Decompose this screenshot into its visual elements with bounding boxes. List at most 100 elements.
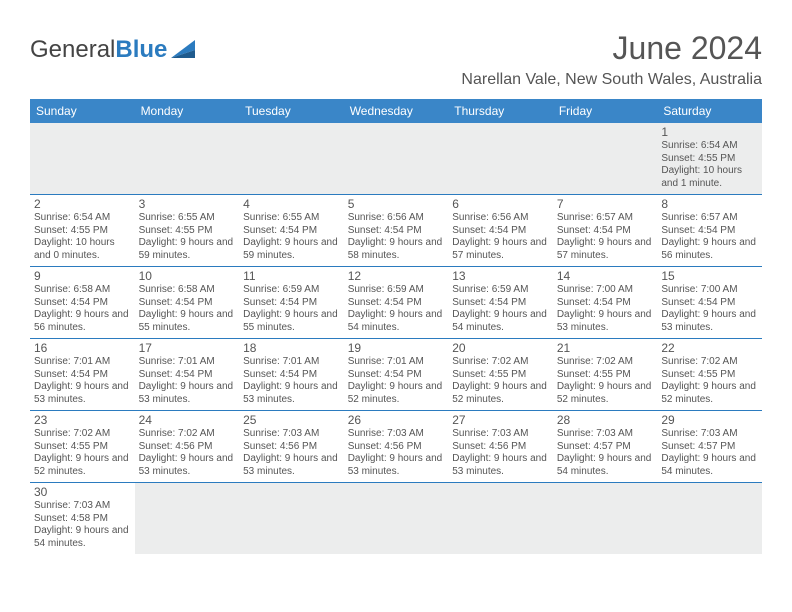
calendar-body: 1Sunrise: 6:54 AMSunset: 4:55 PMDaylight… — [30, 123, 762, 554]
day-cell: 5Sunrise: 6:56 AMSunset: 4:54 PMDaylight… — [344, 195, 449, 267]
brand-part1: General — [30, 36, 115, 64]
daylight-line: Daylight: 9 hours and 55 minutes. — [243, 309, 340, 334]
sunset-line: Sunset: 4:54 PM — [243, 369, 340, 382]
daylight-line: Daylight: 9 hours and 56 minutes. — [661, 237, 758, 262]
sunset-line: Sunset: 4:54 PM — [661, 225, 758, 238]
sunset-line: Sunset: 4:55 PM — [34, 225, 131, 238]
sunrise-line: Sunrise: 7:03 AM — [243, 428, 340, 441]
day-number: 11 — [243, 269, 340, 283]
day-number: 21 — [557, 341, 654, 355]
location-subtitle: Narellan Vale, New South Wales, Australi… — [461, 71, 762, 89]
sunrise-line: Sunrise: 6:55 AM — [243, 212, 340, 225]
sunset-line: Sunset: 4:58 PM — [34, 513, 131, 526]
day-cell: 28Sunrise: 7:03 AMSunset: 4:57 PMDayligh… — [553, 411, 658, 483]
sunrise-line: Sunrise: 6:58 AM — [34, 284, 131, 297]
daylight-line: Daylight: 9 hours and 55 minutes. — [139, 309, 236, 334]
calendar-table: SundayMondayTuesdayWednesdayThursdayFrid… — [30, 99, 762, 554]
sunrise-line: Sunrise: 7:03 AM — [661, 428, 758, 441]
empty-cell — [239, 483, 344, 555]
daylight-line: Daylight: 9 hours and 54 minutes. — [452, 309, 549, 334]
day-cell: 9Sunrise: 6:58 AMSunset: 4:54 PMDaylight… — [30, 267, 135, 339]
day-number: 22 — [661, 341, 758, 355]
daylight-line: Daylight: 9 hours and 54 minutes. — [34, 525, 131, 550]
sunrise-line: Sunrise: 6:55 AM — [139, 212, 236, 225]
sunset-line: Sunset: 4:54 PM — [139, 369, 236, 382]
title-block: June 2024 Narellan Vale, New South Wales… — [461, 30, 762, 89]
daylight-line: Daylight: 9 hours and 53 minutes. — [557, 309, 654, 334]
sunset-line: Sunset: 4:55 PM — [139, 225, 236, 238]
weekday-header-row: SundayMondayTuesdayWednesdayThursdayFrid… — [30, 99, 762, 123]
day-number: 15 — [661, 269, 758, 283]
day-number: 4 — [243, 197, 340, 211]
sunrise-line: Sunrise: 6:56 AM — [348, 212, 445, 225]
day-cell: 24Sunrise: 7:02 AMSunset: 4:56 PMDayligh… — [135, 411, 240, 483]
sunset-line: Sunset: 4:57 PM — [661, 441, 758, 454]
sunset-line: Sunset: 4:55 PM — [34, 441, 131, 454]
daylight-line: Daylight: 9 hours and 59 minutes. — [243, 237, 340, 262]
weekday-header: Friday — [553, 99, 658, 123]
brand-part2: Blue — [115, 36, 167, 64]
sunrise-line: Sunrise: 7:01 AM — [348, 356, 445, 369]
weekday-header: Sunday — [30, 99, 135, 123]
daylight-line: Daylight: 9 hours and 57 minutes. — [557, 237, 654, 262]
day-cell: 18Sunrise: 7:01 AMSunset: 4:54 PMDayligh… — [239, 339, 344, 411]
daylight-line: Daylight: 9 hours and 53 minutes. — [139, 381, 236, 406]
day-number: 30 — [34, 485, 131, 499]
day-cell: 15Sunrise: 7:00 AMSunset: 4:54 PMDayligh… — [657, 267, 762, 339]
empty-cell — [30, 123, 135, 195]
calendar-row: 16Sunrise: 7:01 AMSunset: 4:54 PMDayligh… — [30, 339, 762, 411]
weekday-header: Tuesday — [239, 99, 344, 123]
daylight-line: Daylight: 9 hours and 54 minutes. — [557, 453, 654, 478]
sunset-line: Sunset: 4:54 PM — [139, 297, 236, 310]
sunrise-line: Sunrise: 7:03 AM — [34, 500, 131, 513]
day-number: 7 — [557, 197, 654, 211]
empty-cell — [344, 483, 449, 555]
empty-cell — [657, 483, 762, 555]
day-number: 8 — [661, 197, 758, 211]
sunset-line: Sunset: 4:54 PM — [661, 297, 758, 310]
calendar-row: 23Sunrise: 7:02 AMSunset: 4:55 PMDayligh… — [30, 411, 762, 483]
day-number: 9 — [34, 269, 131, 283]
sunrise-line: Sunrise: 6:58 AM — [139, 284, 236, 297]
day-number: 28 — [557, 413, 654, 427]
sunset-line: Sunset: 4:54 PM — [348, 225, 445, 238]
day-cell: 30Sunrise: 7:03 AMSunset: 4:58 PMDayligh… — [30, 483, 135, 555]
day-cell: 22Sunrise: 7:02 AMSunset: 4:55 PMDayligh… — [657, 339, 762, 411]
day-cell: 8Sunrise: 6:57 AMSunset: 4:54 PMDaylight… — [657, 195, 762, 267]
sunset-line: Sunset: 4:55 PM — [661, 153, 758, 166]
daylight-line: Daylight: 9 hours and 52 minutes. — [452, 381, 549, 406]
day-cell: 1Sunrise: 6:54 AMSunset: 4:55 PMDaylight… — [657, 123, 762, 195]
day-number: 12 — [348, 269, 445, 283]
sunset-line: Sunset: 4:54 PM — [243, 297, 340, 310]
day-cell: 7Sunrise: 6:57 AMSunset: 4:54 PMDaylight… — [553, 195, 658, 267]
day-number: 3 — [139, 197, 236, 211]
day-number: 18 — [243, 341, 340, 355]
day-number: 17 — [139, 341, 236, 355]
day-cell: 23Sunrise: 7:02 AMSunset: 4:55 PMDayligh… — [30, 411, 135, 483]
day-number: 26 — [348, 413, 445, 427]
day-cell: 27Sunrise: 7:03 AMSunset: 4:56 PMDayligh… — [448, 411, 553, 483]
daylight-line: Daylight: 9 hours and 59 minutes. — [139, 237, 236, 262]
flag-icon — [171, 40, 199, 60]
empty-cell — [448, 483, 553, 555]
sunrise-line: Sunrise: 7:00 AM — [661, 284, 758, 297]
sunset-line: Sunset: 4:57 PM — [557, 441, 654, 454]
daylight-line: Daylight: 9 hours and 53 minutes. — [348, 453, 445, 478]
empty-cell — [239, 123, 344, 195]
sunset-line: Sunset: 4:56 PM — [243, 441, 340, 454]
calendar-row: 1Sunrise: 6:54 AMSunset: 4:55 PMDaylight… — [30, 123, 762, 195]
sunrise-line: Sunrise: 6:54 AM — [34, 212, 131, 225]
day-cell: 16Sunrise: 7:01 AMSunset: 4:54 PMDayligh… — [30, 339, 135, 411]
day-number: 20 — [452, 341, 549, 355]
sunset-line: Sunset: 4:54 PM — [243, 225, 340, 238]
weekday-header: Wednesday — [344, 99, 449, 123]
daylight-line: Daylight: 9 hours and 52 minutes. — [661, 381, 758, 406]
sunset-line: Sunset: 4:54 PM — [34, 297, 131, 310]
empty-cell — [344, 123, 449, 195]
empty-cell — [135, 123, 240, 195]
sunrise-line: Sunrise: 6:57 AM — [557, 212, 654, 225]
sunrise-line: Sunrise: 6:56 AM — [452, 212, 549, 225]
sunrise-line: Sunrise: 7:02 AM — [452, 356, 549, 369]
sunset-line: Sunset: 4:54 PM — [557, 225, 654, 238]
day-cell: 10Sunrise: 6:58 AMSunset: 4:54 PMDayligh… — [135, 267, 240, 339]
